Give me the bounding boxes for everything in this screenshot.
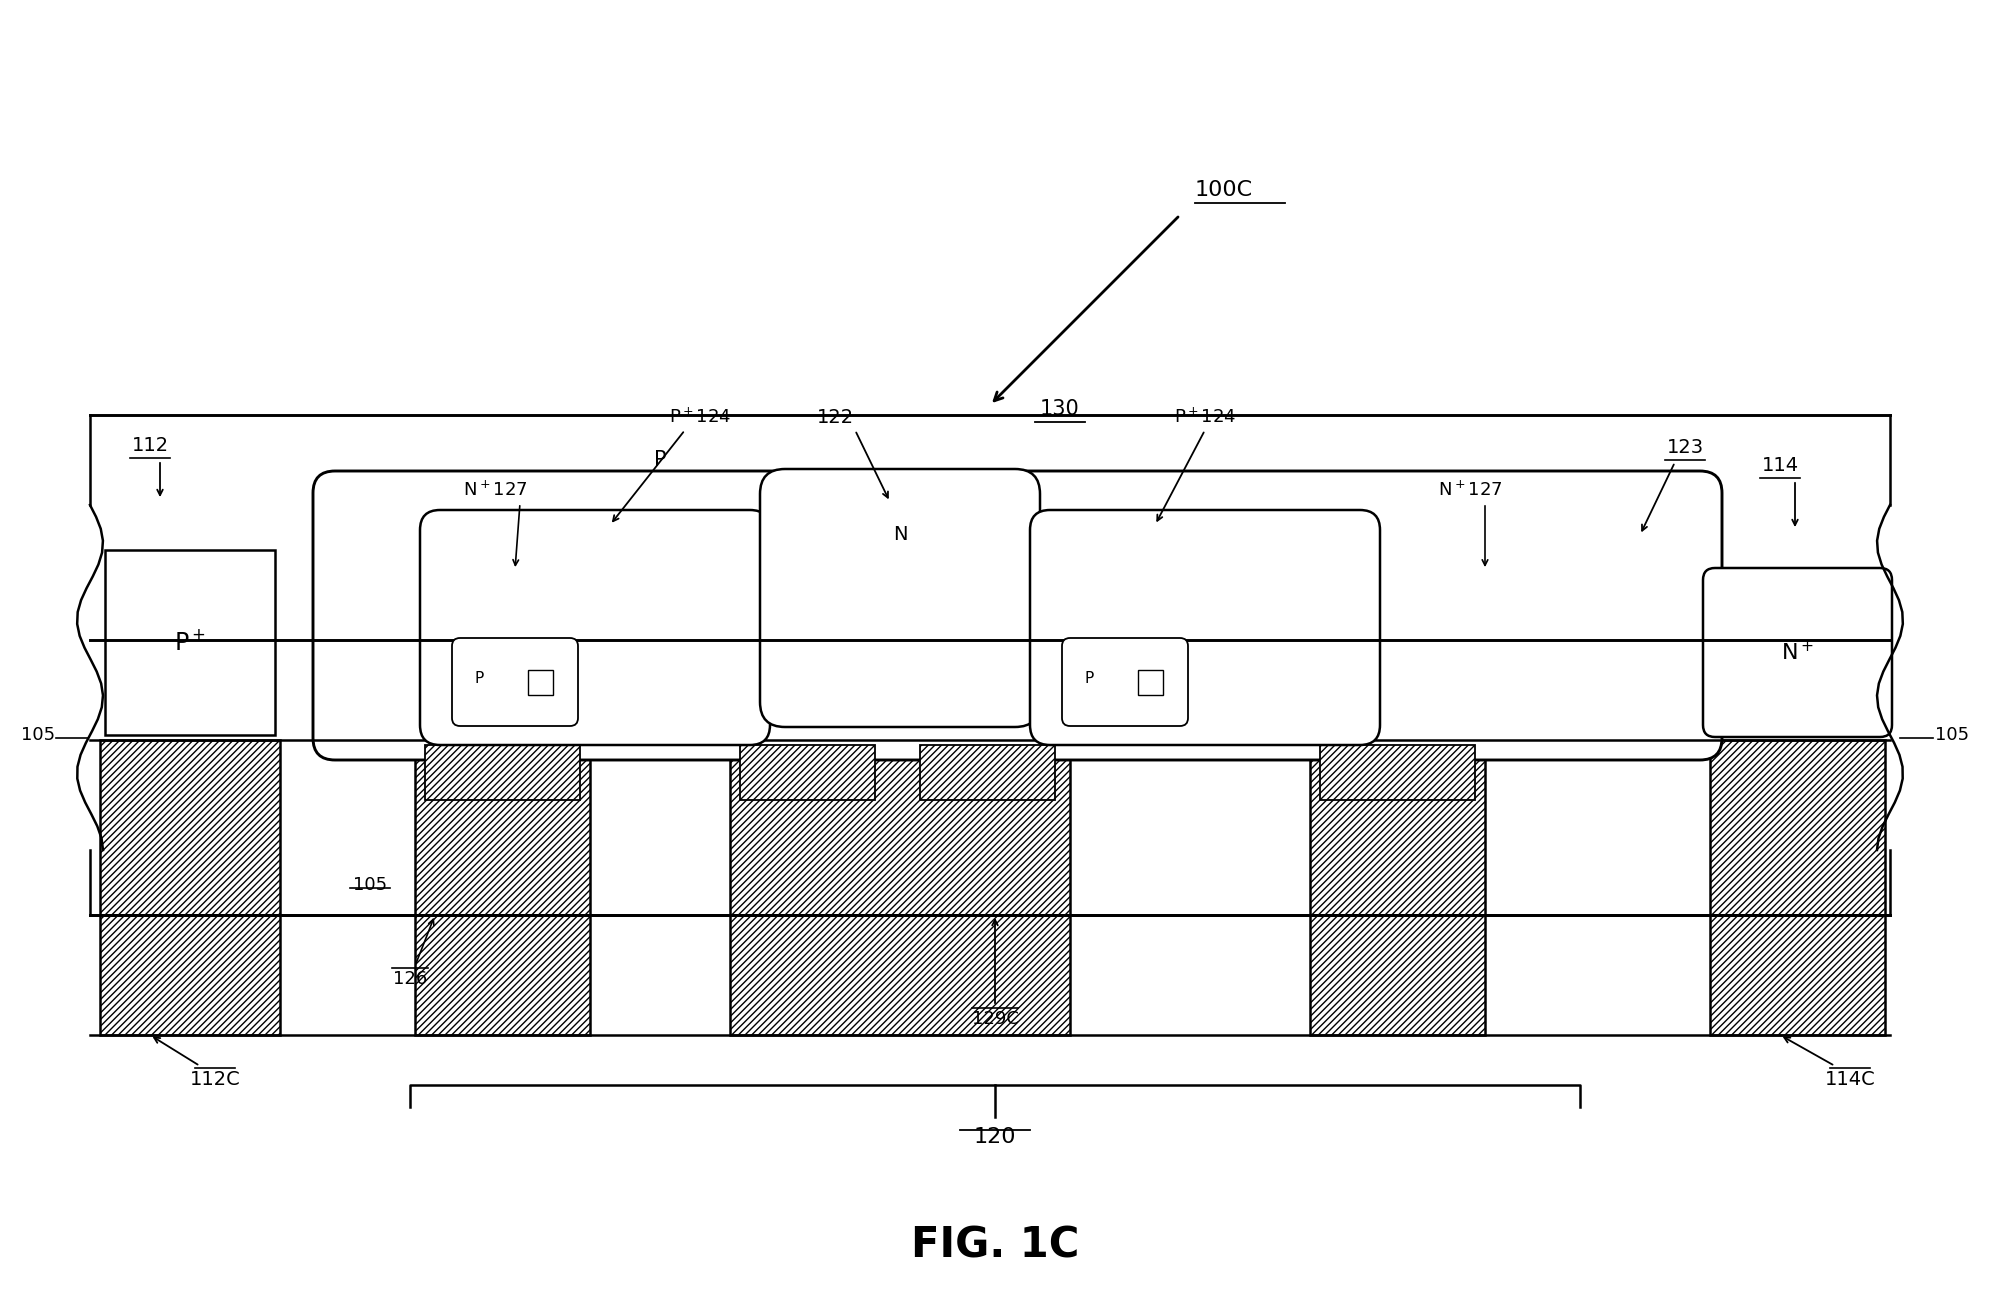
FancyBboxPatch shape	[1030, 510, 1378, 745]
Text: 122: 122	[815, 408, 853, 427]
Text: N$^+$127: N$^+$127	[1436, 480, 1502, 500]
Bar	[99, 739, 280, 1035]
Bar	[1309, 739, 1484, 1035]
Bar	[740, 745, 875, 800]
FancyBboxPatch shape	[312, 471, 1720, 760]
Bar	[919, 745, 1054, 800]
Text: 112: 112	[131, 436, 169, 455]
FancyBboxPatch shape	[420, 510, 770, 745]
Bar	[1138, 670, 1162, 694]
Text: N: N	[893, 526, 907, 544]
Text: N$^+$127: N$^+$127	[463, 480, 527, 500]
Bar	[1319, 745, 1474, 800]
Text: 123: 123	[1665, 438, 1703, 457]
Bar	[105, 550, 274, 736]
FancyBboxPatch shape	[760, 469, 1040, 726]
Text: P$^+$: P$^+$	[173, 629, 205, 655]
Bar	[426, 745, 579, 800]
Text: 100C: 100C	[1195, 180, 1253, 199]
Text: 114C: 114C	[1824, 1070, 1874, 1089]
FancyBboxPatch shape	[1062, 638, 1187, 726]
FancyBboxPatch shape	[452, 638, 577, 726]
Text: 130: 130	[1040, 399, 1080, 420]
FancyBboxPatch shape	[1703, 569, 1892, 737]
Text: 105: 105	[20, 726, 56, 745]
Text: P: P	[475, 671, 483, 686]
Text: 105: 105	[352, 875, 388, 894]
Text: P$^+$124: P$^+$124	[1174, 408, 1235, 427]
Text: FIG. 1C: FIG. 1C	[911, 1224, 1078, 1267]
Text: 112C: 112C	[189, 1070, 241, 1089]
Text: 126: 126	[392, 970, 428, 988]
Bar	[416, 739, 589, 1035]
Bar	[527, 670, 553, 694]
Text: P: P	[1084, 671, 1094, 686]
Text: 120: 120	[973, 1127, 1016, 1147]
Text: 105: 105	[1933, 726, 1969, 745]
Text: 114: 114	[1760, 456, 1798, 475]
Text: 129C: 129C	[971, 1010, 1018, 1028]
Text: P$^+$124: P$^+$124	[668, 408, 730, 427]
Bar	[1709, 739, 1884, 1035]
Text: P: P	[654, 449, 666, 470]
Text: N$^+$: N$^+$	[1780, 641, 1814, 664]
Bar	[730, 739, 1070, 1035]
